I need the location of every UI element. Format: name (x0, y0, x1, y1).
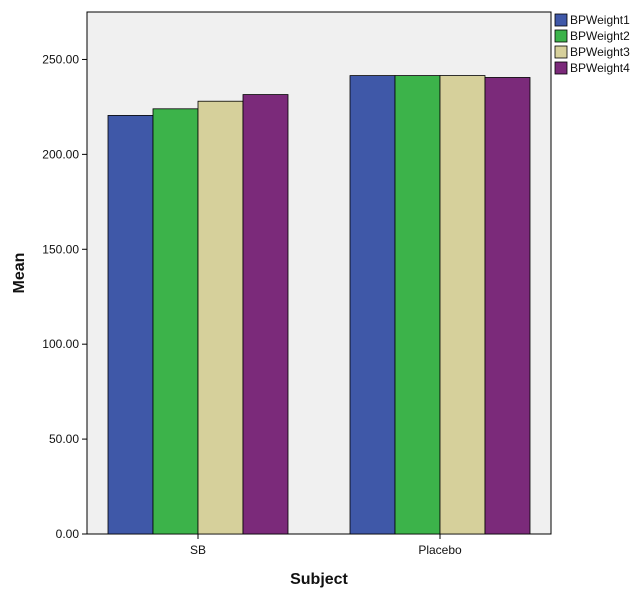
bar-bpweight1-sb (107, 115, 154, 535)
legend-swatch-bpweight4 (554, 61, 568, 75)
bar-bpweight3-placebo (439, 75, 486, 535)
x-tick-label-placebo: Placebo (418, 543, 462, 557)
bar-bpweight1-placebo (349, 75, 396, 535)
y-tick-label: 200.00 (42, 147, 79, 161)
y-axis: 0.00 50.00 100.00 150.00 200.00 250.00 (42, 52, 87, 541)
legend-label-bpweight3: BPWeight3 (570, 45, 630, 59)
y-axis-title: Mean (11, 253, 28, 294)
x-tick-label-sb: SB (190, 543, 206, 557)
bars-group (107, 75, 531, 535)
x-axis: SB Placebo (190, 534, 462, 557)
y-tick-label: 50.00 (49, 432, 79, 446)
legend-swatch-bpweight2 (554, 29, 568, 43)
legend-label-bpweight4: BPWeight4 (570, 61, 630, 75)
x-axis-title: Subject (290, 571, 348, 588)
bar-bpweight3-sb (197, 100, 244, 535)
bar-bpweight2-sb (152, 108, 199, 535)
y-tick-label: 0.00 (56, 527, 80, 541)
legend-swatch-bpweight1 (554, 13, 568, 27)
bar-bpweight2-placebo (394, 75, 441, 535)
legend-label-bpweight1: BPWeight1 (570, 13, 630, 27)
y-tick-label: 100.00 (42, 337, 79, 351)
legend-label-bpweight2: BPWeight2 (570, 29, 630, 43)
bar-bpweight4-sb (242, 94, 289, 535)
y-tick-label: 150.00 (42, 242, 79, 256)
legend: BPWeight1 BPWeight2 BPWeight3 BPWeight4 (554, 13, 630, 75)
bar-bpweight4-placebo (484, 77, 531, 535)
legend-swatch-bpweight3 (554, 45, 568, 59)
y-tick-label: 250.00 (42, 52, 79, 66)
